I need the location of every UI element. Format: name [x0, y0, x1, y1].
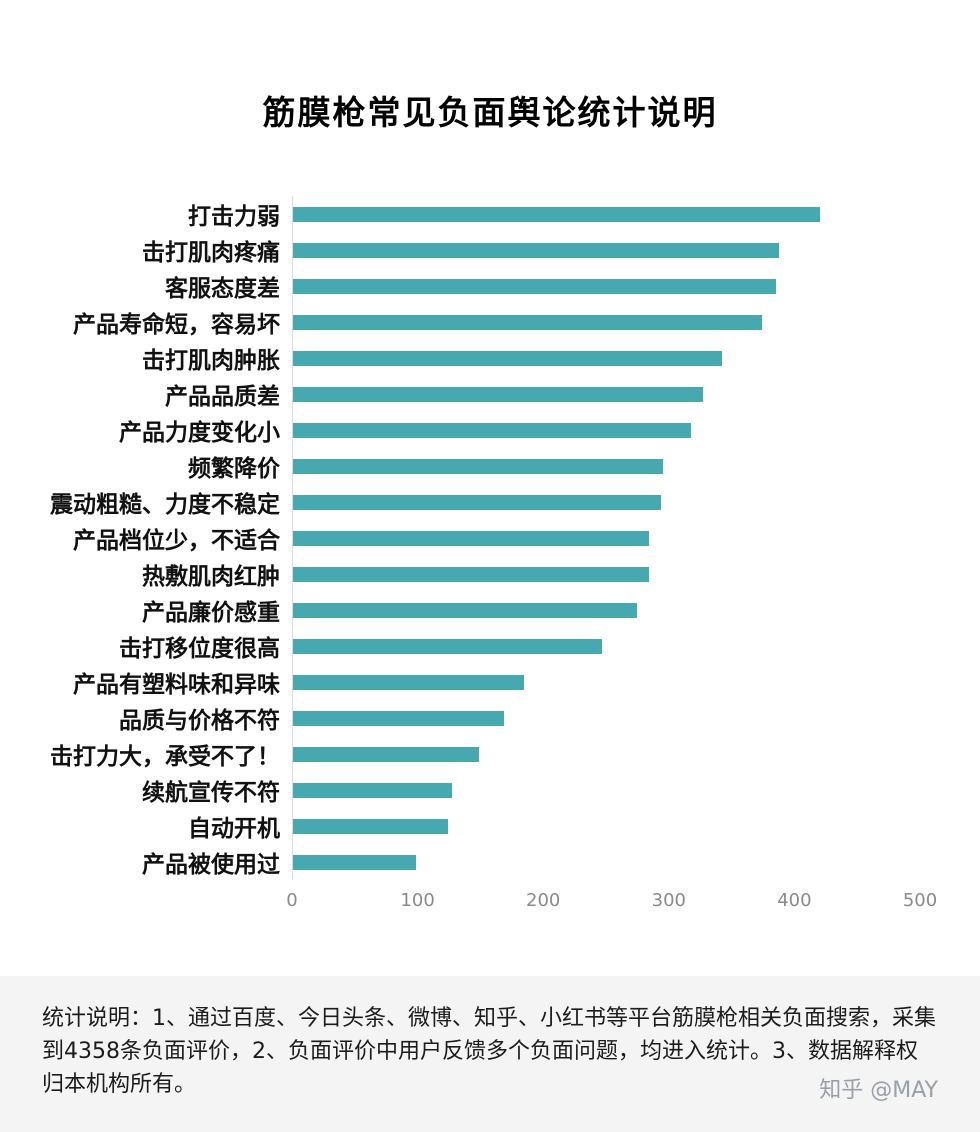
- bar: [292, 638, 603, 654]
- bar-row: 自动开机: [0, 808, 980, 844]
- bar-track: [292, 268, 920, 304]
- watermark: 知乎 @MAY: [819, 1078, 938, 1103]
- bar-track: [292, 628, 920, 664]
- bar: [292, 386, 703, 402]
- x-tick-label: 0: [286, 890, 298, 911]
- bar-label: 续航宣传不符: [142, 780, 280, 806]
- bar-track: [292, 808, 920, 844]
- bar: [292, 782, 452, 798]
- bar-track: [292, 484, 920, 520]
- x-tick-label: 500: [902, 890, 938, 911]
- chart-title: 筋膜枪常见负面舆论统计说明: [262, 93, 718, 132]
- bar-label: 客服态度差: [165, 276, 280, 302]
- bar-row: 产品寿命短，容易坏: [0, 304, 980, 340]
- bar-row: 产品品质差: [0, 376, 980, 412]
- bar-chart: 打击力弱击打肌肉疼痛客服态度差产品寿命短，容易坏击打肌肉肿胀产品品质差产品力度变…: [0, 196, 980, 920]
- bar: [292, 458, 663, 474]
- bar: [292, 566, 649, 582]
- bar-track: [292, 412, 920, 448]
- bar-track: [292, 772, 920, 808]
- bar-row: 热敷肌肉红肿: [0, 556, 980, 592]
- bar-track: [292, 196, 920, 232]
- bar-track: [292, 556, 920, 592]
- bar-track: [292, 664, 920, 700]
- bar-row: 击打肌肉肿胀: [0, 340, 980, 376]
- bar-label: 击打力大，承受不了！: [50, 744, 280, 770]
- bar-row: 品质与价格不符: [0, 700, 980, 736]
- bar-label: 自动开机: [188, 816, 280, 842]
- bar-row: 打击力弱: [0, 196, 980, 232]
- bar-row: 产品有塑料味和异味: [0, 664, 980, 700]
- bar-row: 震动粗糙、力度不稳定: [0, 484, 980, 520]
- x-tick-label: 200: [526, 890, 561, 911]
- bar-label: 产品廉价感重: [142, 600, 280, 626]
- x-tick-label: 100: [400, 890, 435, 911]
- bar: [292, 530, 649, 546]
- bar: [292, 494, 662, 510]
- bar: [292, 242, 780, 258]
- bar-label: 产品力度变化小: [119, 420, 280, 446]
- bar: [292, 674, 525, 690]
- bar: [292, 602, 638, 618]
- bar: [292, 746, 480, 762]
- bar-label: 击打移位度很高: [119, 636, 280, 662]
- bar-track: [292, 232, 920, 268]
- bar-track: [292, 340, 920, 376]
- bar-track: [292, 736, 920, 772]
- bar-label: 打击力弱: [188, 204, 280, 230]
- bar-row: 击打力大，承受不了！: [0, 736, 980, 772]
- bar: [292, 422, 692, 438]
- bar-row: 产品档位少，不适合: [0, 520, 980, 556]
- bar-row: 击打移位度很高: [0, 628, 980, 664]
- report-page: 筋膜枪常见负面舆论统计说明 打击力弱击打肌肉疼痛客服态度差产品寿命短，容易坏击打…: [0, 93, 980, 1132]
- bar-track: [292, 376, 920, 412]
- bar-label: 产品寿命短，容易坏: [73, 312, 280, 338]
- bar-label: 击打肌肉疼痛: [142, 240, 280, 266]
- bar: [292, 350, 722, 366]
- bar-label: 产品被使用过: [142, 852, 280, 878]
- bar-label: 品质与价格不符: [119, 708, 280, 734]
- x-axis: 0 100 200 300 400 500: [286, 886, 937, 920]
- bar-row: 产品力度变化小: [0, 412, 980, 448]
- x-tick-label: 400: [777, 890, 812, 911]
- bar: [292, 206, 820, 222]
- bar-label: 击打肌肉肿胀: [142, 348, 280, 374]
- x-tick-label: 300: [651, 890, 686, 911]
- bar-track: [292, 520, 920, 556]
- bar-label: 产品档位少，不适合: [73, 528, 280, 554]
- bar-label: 产品品质差: [165, 384, 280, 410]
- bar-row: 频繁降价: [0, 448, 980, 484]
- bar-track: [292, 844, 920, 880]
- bar-row: 产品廉价感重: [0, 592, 980, 628]
- bar-row: 客服态度差: [0, 268, 980, 304]
- bar-track: [292, 448, 920, 484]
- bar-rows: 打击力弱击打肌肉疼痛客服态度差产品寿命短，容易坏击打肌肉肿胀产品品质差产品力度变…: [0, 196, 980, 880]
- bar-label: 频繁降价: [188, 456, 280, 482]
- bar-track: [292, 700, 920, 736]
- bar-label: 震动粗糙、力度不稳定: [50, 492, 280, 518]
- bar-row: 击打肌肉疼痛: [0, 232, 980, 268]
- bar: [292, 278, 776, 294]
- bar: [292, 818, 448, 834]
- bar-label: 热敷肌肉红肿: [142, 564, 280, 590]
- bar: [292, 314, 762, 330]
- bar-track: [292, 304, 920, 340]
- bar: [292, 710, 505, 726]
- bar-row: 续航宣传不符: [0, 772, 980, 808]
- bar-row: 产品被使用过: [0, 844, 980, 880]
- footer-note: 统计说明：1、通过百度、今日头条、微博、知乎、小红书等平台筋膜枪相关负面搜索，采…: [42, 1006, 937, 1097]
- footer: 统计说明：1、通过百度、今日头条、微博、知乎、小红书等平台筋膜枪相关负面搜索，采…: [0, 976, 980, 1132]
- bar-track: [292, 592, 920, 628]
- bar-label: 产品有塑料味和异味: [73, 672, 280, 698]
- bar: [292, 854, 417, 870]
